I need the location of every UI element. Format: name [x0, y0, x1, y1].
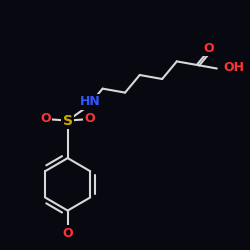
Text: OH: OH — [224, 61, 245, 74]
Text: O: O — [204, 42, 214, 55]
Text: HN: HN — [80, 95, 100, 108]
Text: O: O — [40, 112, 51, 125]
Text: O: O — [85, 112, 95, 125]
Text: S: S — [63, 114, 73, 128]
Text: O: O — [62, 226, 73, 239]
